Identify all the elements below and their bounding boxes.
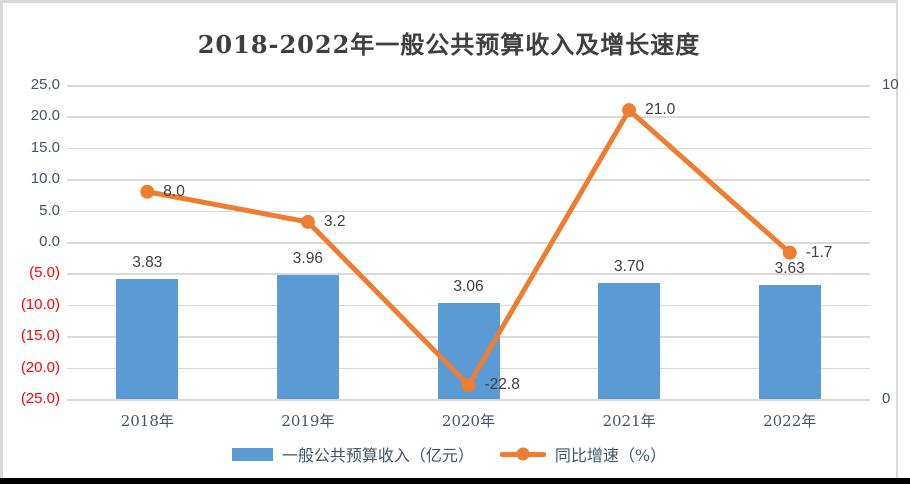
line-point-label: 21.0 [645,101,676,119]
left-axis-tick-label: (5.0) [29,264,60,282]
legend-line-marker-icon [516,447,530,461]
line-point-label: 8.0 [163,182,185,200]
x-axis-label: 2022年 [763,412,817,430]
legend-item-growth: 同比增速（%） [499,442,667,466]
gridline [67,116,870,118]
left-axis-tick-label: 10.0 [30,170,60,188]
bar-value-label: 3.83 [132,253,163,271]
gridline [67,85,870,87]
legend-line-swatch-icon [499,447,546,461]
legend-label-revenue: 一般公共预算收入（亿元） [281,446,474,465]
legend-label-growth: 同比增速（%） [554,446,667,465]
bar-value-label: 3.96 [292,249,323,267]
legend-bar-swatch-icon [231,447,273,461]
revenue-bar [598,282,661,399]
plot-area [67,85,870,401]
revenue-bar [758,285,821,399]
left-axis-tick-label: (25.0) [20,390,60,407]
gridline [67,399,870,401]
left-axis-tick-label: (10.0) [20,295,60,313]
bar-value-label: 3.70 [614,257,645,275]
revenue-bar [276,274,339,399]
legend-item-revenue: 一般公共预算收入（亿元） [231,442,474,466]
chart-title: 2018-2022年一般公共预算收入及增长速度 [197,30,701,59]
left-axis-tick-label: 15.0 [30,138,60,156]
left-axis-tick-label: 5.0 [39,201,60,219]
x-axis-label: 2021年 [602,412,656,430]
bottom-black-bar [0,478,910,484]
gridline [67,147,870,150]
left-axis-tick-label: 20.0 [30,107,60,125]
gridline [67,273,870,275]
line-point-label: -22.8 [484,376,520,394]
gridline [67,210,870,213]
line-point-label: 3.2 [323,212,346,230]
gridline [67,179,870,181]
right-axis-tick-label: 0 [882,390,891,407]
left-axis-tick-label: (20.0) [20,358,60,376]
left-axis-tick-label: 25.0 [30,76,60,93]
left-axis-tick-label: (15.0) [20,327,60,345]
legend: 一般公共预算收入（亿元） 同比增速（%） [0,442,898,466]
bar-value-label: 3.06 [453,277,484,295]
left-axis-tick-label: 0.0 [39,233,60,250]
gridline [67,242,870,244]
x-axis-label: 2018年 [120,412,174,430]
revenue-bar [116,278,179,399]
x-axis-label: 2020年 [441,412,496,430]
right-axis-tick-label: 10 [882,76,899,93]
x-axis-label: 2019年 [281,412,335,430]
bar-value-label: 3.63 [774,260,805,278]
line-point-label: -1.7 [805,243,833,261]
